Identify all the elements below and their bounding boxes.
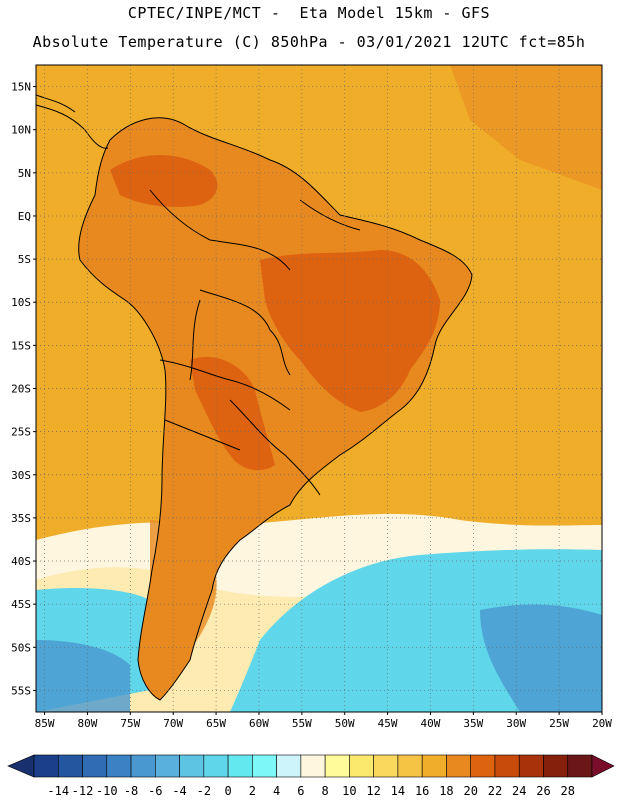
- northeast-warmer-area: [450, 65, 602, 190]
- colorbar-swatch: [300, 754, 326, 778]
- colorbar-swatch: [324, 754, 350, 778]
- colorbar-swatch: [494, 754, 520, 778]
- colorbar-label: -10: [96, 784, 118, 798]
- colorbar-swatch: [276, 754, 302, 778]
- lon-label: 55W: [292, 717, 312, 730]
- lat-label: 15S: [11, 339, 31, 352]
- lat-label: EQ: [18, 210, 31, 223]
- lon-label: 65W: [206, 717, 226, 730]
- lat-label: 5S: [18, 253, 31, 266]
- lat-label: 10N: [11, 124, 31, 137]
- colorbar-label: 24: [512, 784, 526, 798]
- lon-label: 40W: [421, 717, 441, 730]
- colorbar-label: 2: [249, 784, 256, 798]
- colorbar-swatch: [421, 754, 447, 778]
- colorbar-swatch: [57, 754, 83, 778]
- colorbar-swatch: [33, 754, 59, 778]
- colorbar-label: 18: [439, 784, 453, 798]
- hot-region-amazon: [110, 155, 218, 207]
- colorbar-swatch: [349, 754, 374, 778]
- lat-label: 15N: [11, 81, 31, 94]
- title-line-2: Absolute Temperature (C) 850hPa - 03/01/…: [32, 33, 586, 51]
- colorbar-label: 22: [488, 784, 502, 798]
- colorbar-label: -4: [172, 784, 186, 798]
- colorbar-label: 16: [415, 784, 429, 798]
- lon-label: 70W: [163, 717, 183, 730]
- colorbar-label: -14: [47, 784, 69, 798]
- cyan-cold-region: [36, 549, 602, 712]
- lat-label: 50S: [11, 641, 31, 654]
- lat-label: 5N: [18, 167, 31, 180]
- colorbar-label: -8: [124, 784, 138, 798]
- lon-label: 60W: [249, 717, 269, 730]
- colorbar-label: 28: [561, 784, 575, 798]
- hot-region-brazil: [260, 250, 440, 412]
- colorbar-swatch: [543, 754, 569, 778]
- continent-coastline: [78, 117, 473, 701]
- colorbar-swatch: [227, 754, 253, 778]
- colorbar-swatch: [470, 754, 496, 778]
- colorbar-under-arrow: [7, 754, 35, 778]
- colorbar-label: -2: [197, 784, 211, 798]
- colorbar-label: 12: [366, 784, 380, 798]
- colorbar-swatch: [567, 754, 593, 778]
- blue-cold-region: [36, 604, 602, 712]
- lat-label: 20S: [11, 383, 31, 396]
- lat-label: 35S: [11, 512, 31, 525]
- colorbar-swatch: [203, 754, 229, 778]
- lon-label: 75W: [120, 717, 140, 730]
- lon-label: 45W: [378, 717, 398, 730]
- colorbar-label: 10: [342, 784, 356, 798]
- colorbar-labels: -14 -12 -10 -8 -6 -4 -2 0 2 4 6 8 10 12 14 16 18 20 22 24 26…: [47, 784, 575, 798]
- lat-label: 45S: [11, 598, 31, 611]
- lon-label: 50W: [335, 717, 355, 730]
- lat-label: 25S: [11, 426, 31, 439]
- colorbar-swatch: [179, 754, 205, 778]
- colorbar-swatch: [106, 754, 132, 778]
- colorbar-swatch: [446, 754, 471, 778]
- colorbar-swatch: [155, 754, 180, 778]
- lon-label: 80W: [78, 717, 98, 730]
- colorbar-label: 26: [536, 784, 550, 798]
- colorbar: [7, 754, 615, 778]
- colorbar-label: -6: [148, 784, 162, 798]
- lon-label: 25W: [549, 717, 569, 730]
- lat-label: 55S: [11, 684, 31, 697]
- colorbar-swatch: [518, 754, 544, 778]
- colorbar-swatch: [130, 754, 156, 778]
- colorbar-swatch: [82, 754, 108, 778]
- colorbar-label: 4: [273, 784, 280, 798]
- lon-label: 30W: [506, 717, 526, 730]
- colorbar-label: -12: [72, 784, 94, 798]
- title-line-1: CPTEC/INPE/MCT - Eta Model 15km - GFS: [127, 4, 491, 22]
- colorbar-swatch: [397, 754, 423, 778]
- lon-label: 85W: [35, 717, 55, 730]
- lat-label: 10S: [11, 296, 31, 309]
- colorbar-label: 6: [297, 784, 304, 798]
- colorbar-swatch: [373, 754, 399, 778]
- longitude-labels: 85W 80W 75W 70W 65W 60W 55W 50W 45W 40W 35W 30W 25W 2…: [35, 712, 612, 730]
- lat-label: 40S: [11, 555, 31, 568]
- latitude-labels: 15N 10N 5N EQ 5S 10S 15S 20S 25S 30S 35S 40S 45S 50S 5…: [11, 81, 36, 697]
- lon-label: 35W: [463, 717, 483, 730]
- colorbar-label: 20: [463, 784, 477, 798]
- colorbar-over-arrow: [591, 754, 615, 778]
- colorbar-swatch: [252, 754, 277, 778]
- colorbar-label: 8: [322, 784, 329, 798]
- colorbar-label: 0: [224, 784, 231, 798]
- lat-label: 30S: [11, 469, 31, 482]
- hot-region-chaco: [190, 356, 275, 471]
- colorbar-label: 14: [391, 784, 405, 798]
- lon-label: 20W: [592, 717, 612, 730]
